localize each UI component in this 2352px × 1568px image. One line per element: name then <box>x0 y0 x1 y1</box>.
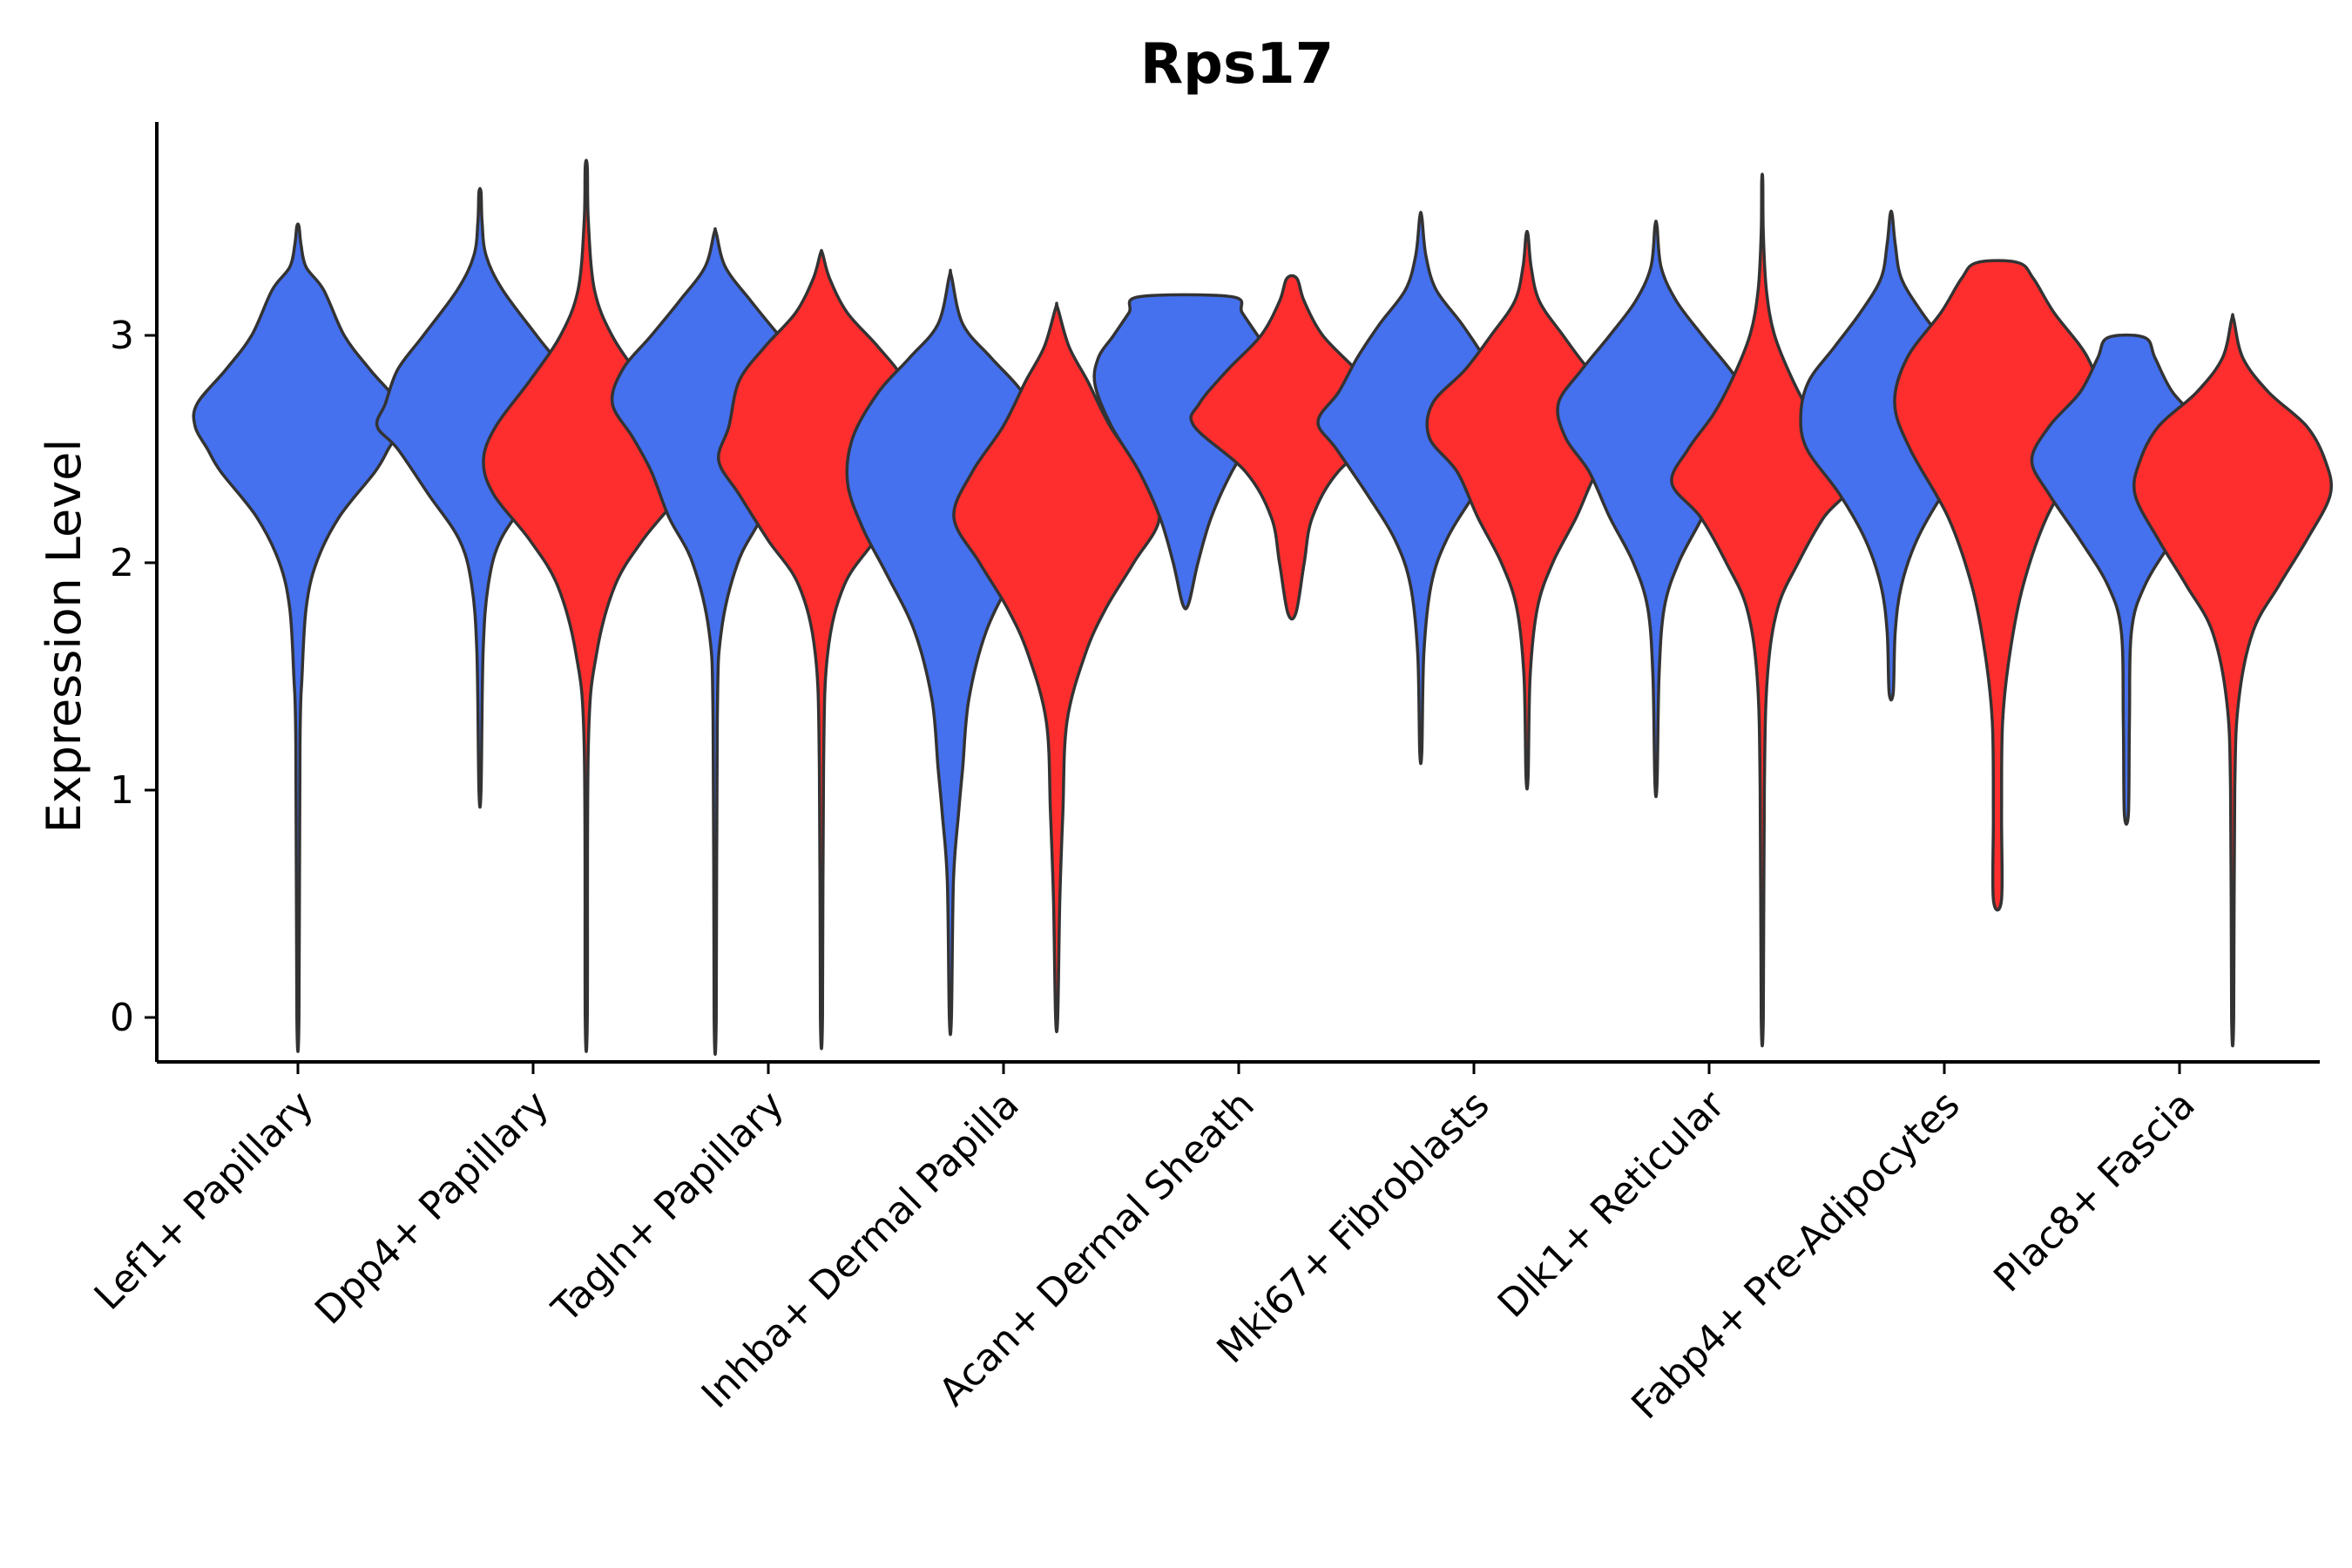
chart-title: Rps17 <box>1140 32 1334 97</box>
violin-2-red <box>482 159 691 1053</box>
x-tick-label: Tagln+ Papillary <box>544 1083 793 1332</box>
x-tick-label: Mki67+ Fibroblasts <box>1208 1083 1497 1372</box>
y-ticks-layer: 0 1 2 3 <box>110 314 157 1040</box>
y-tick-label: 1 <box>110 768 134 813</box>
y-tick-label: 2 <box>110 541 134 585</box>
violin-3-red <box>717 248 926 1051</box>
violin-6-red <box>1425 229 1629 791</box>
x-tick-label: Dlk1+ Reticular <box>1490 1082 1734 1327</box>
violin-8-red <box>1893 259 2102 912</box>
y-tick-label: 0 <box>110 996 134 1040</box>
violin-9-red <box>2132 313 2334 1048</box>
violin-1-blue <box>192 222 404 1053</box>
x-tick-label: Plac8+ Fascia <box>1985 1083 2204 1301</box>
y-tick-label: 3 <box>110 314 134 358</box>
violin-4-red <box>952 301 1161 1034</box>
violins-layer <box>192 159 2334 1056</box>
violin-7-red <box>1670 172 1855 1048</box>
y-axis-label: Expression Level <box>37 439 91 834</box>
x-tick-label: Dpp4+ Papillary <box>307 1083 558 1334</box>
x-tick-label: Lef1+ Papillary <box>86 1083 322 1319</box>
